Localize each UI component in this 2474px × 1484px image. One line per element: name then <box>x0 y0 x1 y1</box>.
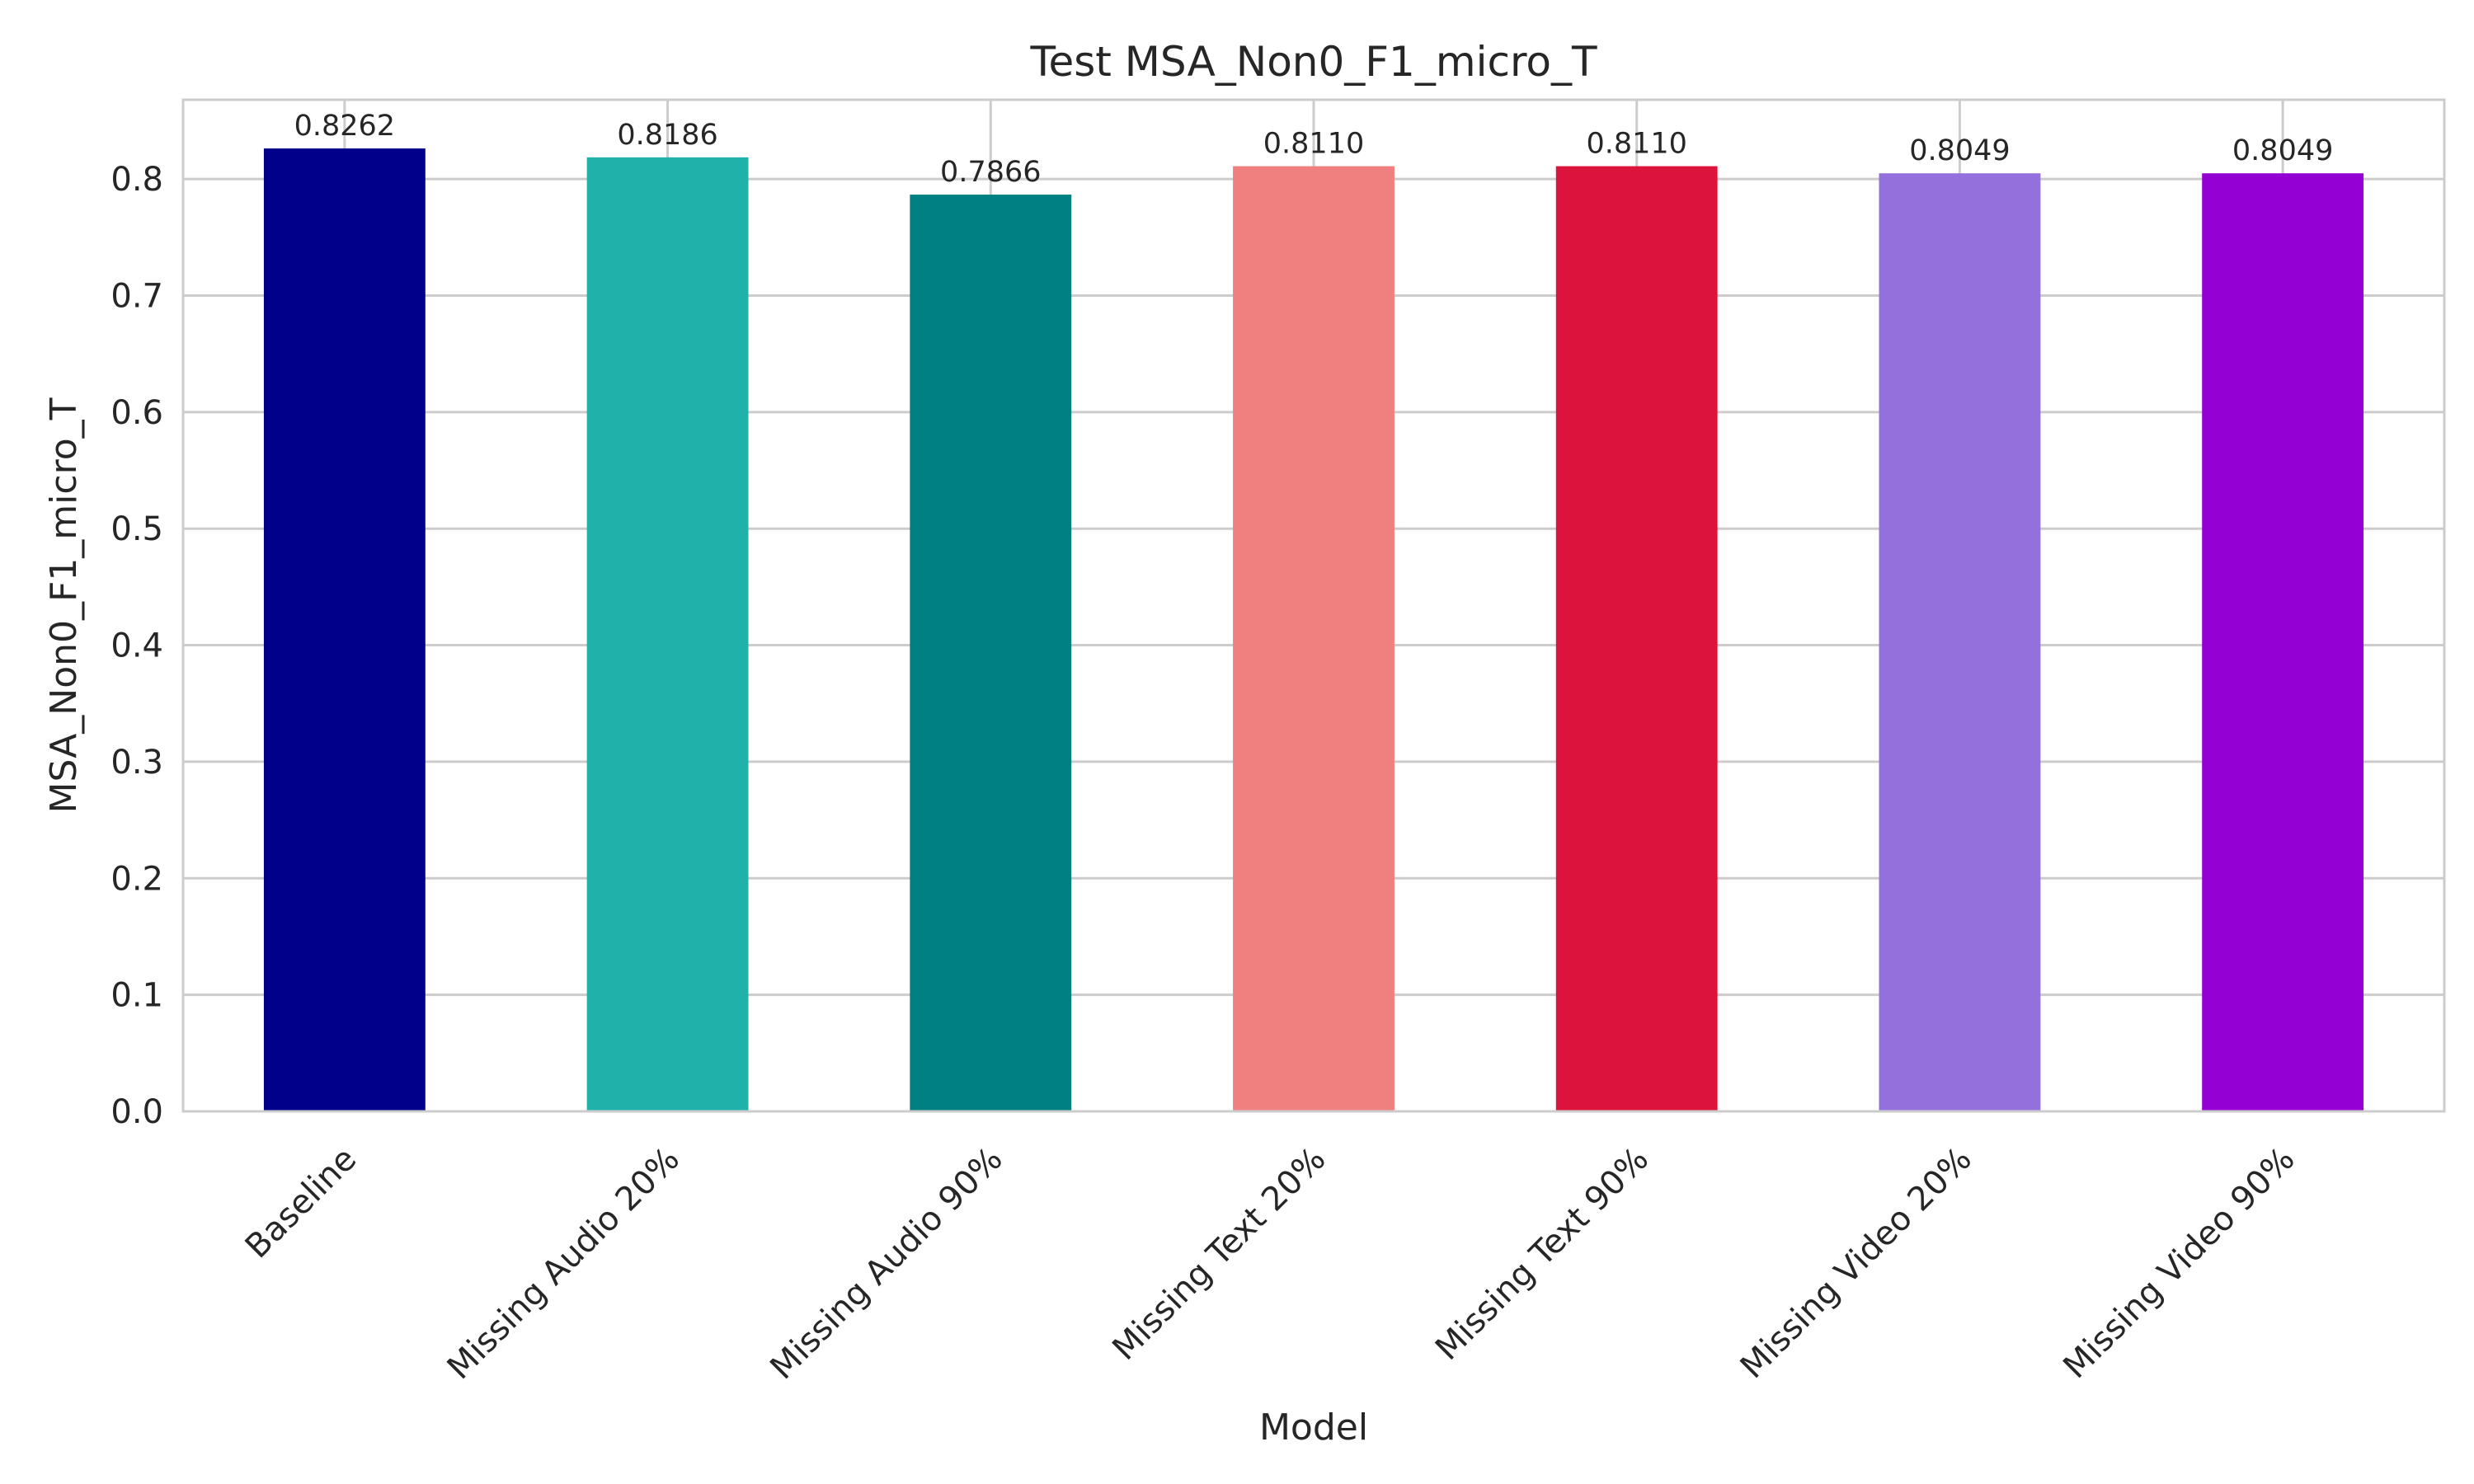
data-labels: 0.8262 0.8186 0.7866 0.8110 0.8110 0.8049 0.80… <box>294 110 2334 189</box>
y-tick-label: 0.4 <box>111 627 163 665</box>
bar <box>2202 173 2364 1112</box>
bar <box>910 195 1072 1111</box>
bar-value-label: 0.8262 <box>294 110 395 143</box>
y-tick-label: 0.1 <box>111 977 163 1015</box>
bars <box>263 148 2364 1112</box>
y-tick-label: 0.6 <box>111 394 163 432</box>
chart-title: Test MSA_Non0_F1_micro_T <box>1029 38 1597 86</box>
bar-value-label: 0.8186 <box>617 119 717 152</box>
bar <box>1555 166 1718 1111</box>
x-axis-label: Model <box>1259 1407 1368 1449</box>
bar-value-label: 0.8049 <box>2232 134 2333 167</box>
y-tick-label: 0.0 <box>111 1093 163 1131</box>
bar <box>263 148 426 1111</box>
y-tick-labels: 0.0 0.1 0.2 0.3 0.4 0.5 0.6 0.7 0.8 <box>111 161 163 1131</box>
y-tick-label: 0.3 <box>111 744 163 782</box>
bar-value-label: 0.8049 <box>1909 134 2010 167</box>
bar-value-label: 0.8110 <box>1586 128 1686 161</box>
y-tick-label: 0.8 <box>111 161 163 199</box>
plot-frame <box>181 98 2446 1113</box>
bar-value-label: 0.7866 <box>940 156 1041 189</box>
bar <box>586 157 749 1112</box>
y-tick-label: 0.2 <box>111 860 163 898</box>
y-tick-label: 0.7 <box>111 277 163 315</box>
bar <box>1233 166 1395 1111</box>
bar-value-label: 0.8110 <box>1263 128 1364 161</box>
y-axis-label: MSA_Non0_F1_micro_T <box>43 397 85 813</box>
bar <box>1879 173 2041 1112</box>
y-tick-label: 0.5 <box>111 510 163 548</box>
